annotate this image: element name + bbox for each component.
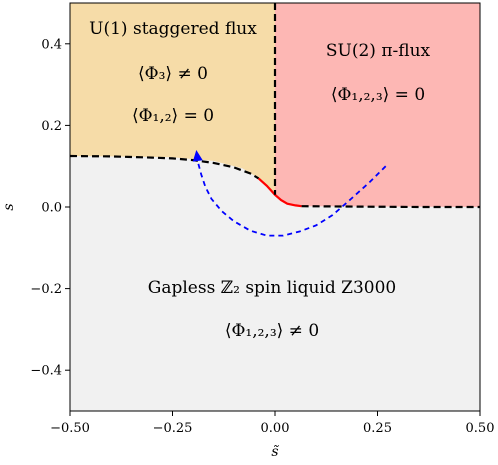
region-su2 — [275, 3, 480, 207]
axis-ticks: −0.50 −0.25 0.00 0.25 0.50 −0.4 −0.2 0.0 0.2 0.4 — [30, 37, 494, 436]
phase-boundaries — [69, 3, 480, 209]
region-u1 — [70, 3, 275, 195]
x-tick-label: 0.25 — [363, 421, 392, 436]
boundary-u1-z2 — [69, 154, 260, 180]
y-axis-label: s — [1, 203, 17, 210]
region-label-su2: ⟨Φ₁,₂,₃⟩ = 0 — [331, 85, 425, 105]
region-label-u1: U(1) staggered flux — [89, 19, 257, 39]
region-labels: U(1) staggered flux ⟨Φ₃⟩ ≠ 0 ⟨Φ₁,₂⟩ = 0 SU(… — [89, 19, 430, 341]
trajectory-arrowhead — [192, 150, 203, 162]
boundary-first-order — [257, 177, 302, 208]
region-label-u1: ⟨Φ₁,₂⟩ = 0 — [132, 106, 214, 126]
region-label-u1: ⟨Φ₃⟩ ≠ 0 — [138, 64, 208, 84]
trajectory-layer — [192, 150, 387, 237]
y-tick-label: −0.4 — [30, 364, 62, 379]
region-label-su2: SU(2) π-flux — [326, 41, 431, 61]
y-tick-label: 0.0 — [41, 201, 62, 216]
x-tick-label: 0.50 — [466, 421, 495, 436]
region-label-z2: ⟨Φ₁,₂,₃⟩ ≠ 0 — [225, 321, 319, 341]
x-tick-label: 0.00 — [261, 421, 290, 436]
y-tick-label: −0.2 — [30, 282, 62, 297]
region-label-z2: Gapless ℤ₂ spin liquid Z3000 — [148, 278, 396, 298]
y-tick-label: 0.2 — [41, 119, 62, 134]
x-tick-label: −0.50 — [50, 421, 90, 436]
boundary-su2-z2 — [301, 205, 480, 209]
x-tick-label: −0.25 — [153, 421, 193, 436]
x-axis-label: s̃ — [271, 444, 279, 460]
y-tick-label: 0.4 — [41, 37, 62, 52]
